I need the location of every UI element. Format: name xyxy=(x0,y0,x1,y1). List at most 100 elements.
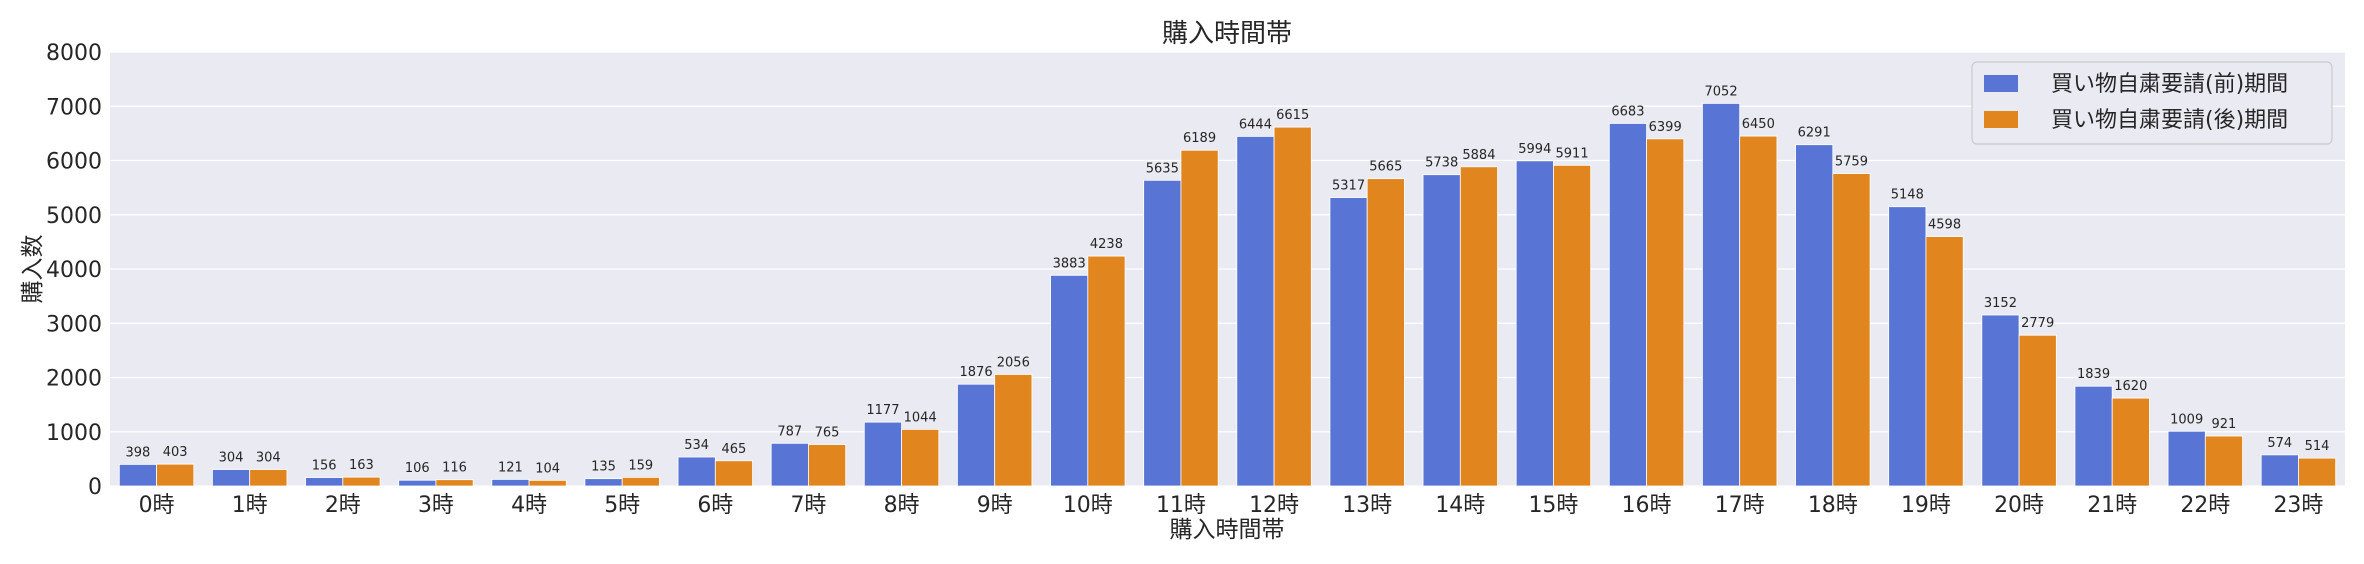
bar-label-after-2: 163 xyxy=(349,458,374,473)
x-tick-label: 11時 xyxy=(1156,493,1206,518)
bar-before-21 xyxy=(2074,385,2113,487)
legend-label-after: 買い物自粛要請(後)期間 xyxy=(2051,108,2288,133)
x-tick-label: 16時 xyxy=(1622,493,1672,518)
bar-before-8 xyxy=(863,421,902,487)
bar-label-after-18: 5759 xyxy=(1835,155,1868,170)
legend-label-before: 買い物自粛要請(前)期間 xyxy=(2051,72,2288,97)
bar-label-before-6: 534 xyxy=(684,438,709,453)
bar-label-after-21: 1620 xyxy=(2114,379,2147,394)
bar-after-0 xyxy=(156,463,195,487)
x-tick-label: 20時 xyxy=(1994,493,2044,518)
bar-before-6 xyxy=(677,456,716,487)
bar-before-7 xyxy=(770,442,809,487)
bar-label-before-4: 121 xyxy=(498,460,523,475)
bar-before-5 xyxy=(584,478,623,487)
bar-label-before-16: 6683 xyxy=(1611,104,1644,119)
legend-swatch-after xyxy=(1984,111,2018,128)
y-tick-label: 0 xyxy=(88,475,102,500)
bar-label-after-20: 2779 xyxy=(2021,316,2054,331)
bar-label-before-22: 1009 xyxy=(2170,412,2203,427)
y-tick-label: 1000 xyxy=(46,421,102,446)
bar-after-16 xyxy=(1646,138,1685,487)
x-tick-label: 5時 xyxy=(604,493,640,518)
x-tick-label: 2時 xyxy=(325,493,361,518)
bar-after-9 xyxy=(994,374,1033,487)
bar-label-after-17: 6450 xyxy=(1742,117,1775,132)
bar-before-17 xyxy=(1702,103,1741,487)
bar-before-1 xyxy=(212,469,251,487)
bar-label-before-3: 106 xyxy=(405,461,430,476)
chart-title: 購入時間帯 xyxy=(1162,19,1292,49)
bar-label-before-20: 3152 xyxy=(1984,296,2017,311)
bar-before-20 xyxy=(1981,314,2020,487)
x-tick-label: 23時 xyxy=(2273,493,2323,518)
y-tick-label: 5000 xyxy=(46,204,102,229)
legend-swatch-before xyxy=(1984,75,2018,92)
bar-before-15 xyxy=(1515,160,1554,487)
x-tick-label: 13時 xyxy=(1342,493,1392,518)
bar-label-before-9: 1876 xyxy=(960,365,993,380)
x-tick-label: 17時 xyxy=(1715,493,1765,518)
bar-label-before-21: 1839 xyxy=(2077,367,2110,382)
bar-before-12 xyxy=(1236,136,1275,487)
bar-label-before-14: 5738 xyxy=(1425,156,1458,171)
x-tick-label: 4時 xyxy=(511,493,547,518)
x-tick-label: 19時 xyxy=(1901,493,1951,518)
bar-before-4 xyxy=(491,479,530,487)
gridlines xyxy=(110,51,2345,487)
bar-label-before-8: 1177 xyxy=(866,403,899,418)
bar-after-19 xyxy=(1925,236,1964,487)
bar-after-4 xyxy=(528,479,567,487)
bar-label-after-9: 2056 xyxy=(997,355,1030,370)
bar-after-2 xyxy=(342,476,381,487)
bar-after-20 xyxy=(2018,334,2057,487)
bar-after-23 xyxy=(2298,457,2337,487)
bar-after-14 xyxy=(1459,166,1498,487)
bar-label-after-14: 5884 xyxy=(1462,148,1495,163)
bar-label-before-12: 6444 xyxy=(1239,117,1272,132)
bar-before-14 xyxy=(1422,174,1461,487)
bar-labels: 398 403 304 304 156 163 106 116 121 104 135 159 534 4… xyxy=(126,84,2330,476)
bar-label-after-11: 6189 xyxy=(1183,131,1216,146)
x-tick-label: 21時 xyxy=(2087,493,2137,518)
bar-label-before-11: 5635 xyxy=(1146,161,1179,176)
x-tick-label: 10時 xyxy=(1063,493,1113,518)
y-tick-label: 6000 xyxy=(46,150,102,175)
legend: 買い物自粛要請(前)期間 買い物自粛要請(後)期間 xyxy=(1971,61,2333,145)
bar-label-before-17: 7052 xyxy=(1705,84,1738,99)
bar-after-10 xyxy=(1087,255,1126,487)
bar-before-22 xyxy=(2167,430,2206,487)
bar-before-18 xyxy=(1795,144,1834,487)
x-tick-label: 14時 xyxy=(1435,493,1485,518)
bar-label-before-2: 156 xyxy=(312,459,337,474)
bar-label-after-19: 4598 xyxy=(1928,218,1961,233)
bar-label-after-4: 104 xyxy=(535,461,560,476)
y-tick-label: 4000 xyxy=(46,258,102,283)
bar-after-6 xyxy=(714,460,753,487)
bar-before-0 xyxy=(118,464,157,487)
bar-label-after-15: 5911 xyxy=(1556,146,1589,161)
bar-label-before-15: 5994 xyxy=(1518,142,1551,157)
bar-label-after-1: 304 xyxy=(256,451,281,466)
bar-before-11 xyxy=(1143,179,1182,487)
bar-label-after-3: 116 xyxy=(442,461,467,476)
bar-label-before-18: 6291 xyxy=(1798,126,1831,141)
bar-after-8 xyxy=(901,428,940,487)
bar-after-11 xyxy=(1180,149,1219,487)
bar-before-3 xyxy=(398,479,437,487)
bar-label-after-7: 765 xyxy=(815,425,840,440)
x-tick-label: 6時 xyxy=(697,493,733,518)
x-tick-label: 12時 xyxy=(1249,493,1299,518)
bar-after-3 xyxy=(435,479,474,487)
bar-label-before-19: 5148 xyxy=(1891,188,1924,203)
bar-label-after-13: 5665 xyxy=(1369,160,1402,175)
x-tick-label: 22時 xyxy=(2180,493,2230,518)
y-tick-label: 2000 xyxy=(46,367,102,392)
bars xyxy=(118,103,2337,487)
bar-after-15 xyxy=(1553,164,1592,487)
x-tick-label: 18時 xyxy=(1808,493,1858,518)
bar-label-after-10: 4238 xyxy=(1090,237,1123,252)
bar-before-10 xyxy=(1050,274,1089,487)
bar-before-23 xyxy=(2260,454,2299,487)
